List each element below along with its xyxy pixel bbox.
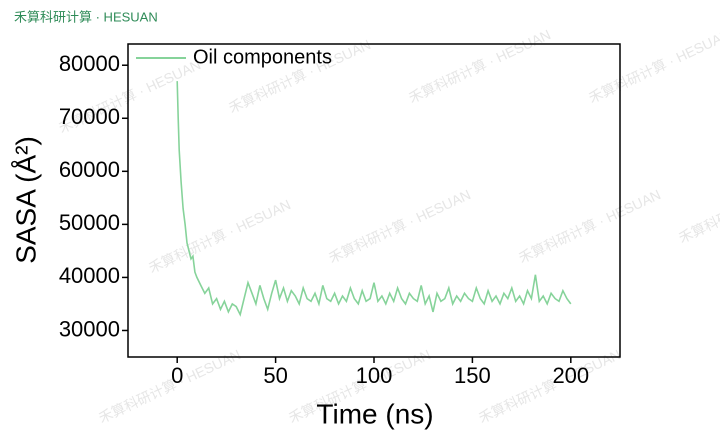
watermark: 禾算科研计算 · HESUAN: [96, 346, 243, 426]
brand: 禾算科研计算 · HESUAN: [14, 9, 158, 24]
y-tick-label: 30000: [59, 316, 120, 341]
x-tick-label: 50: [263, 363, 287, 388]
watermark: 禾算科研计算 · HESUAN: [516, 186, 663, 266]
watermark: 禾算科研计算 · HESUAN: [326, 186, 473, 266]
watermark: 禾算科研计算 · HESUAN: [476, 346, 623, 426]
legend-label: Oil components: [193, 46, 332, 68]
watermark: 禾算科研计算 · HESUAN: [406, 26, 553, 106]
x-tick-label: 150: [454, 363, 491, 388]
plot-frame: [127, 43, 621, 358]
y-tick-label: 60000: [59, 157, 120, 182]
y-tick-label: 80000: [59, 51, 120, 76]
data-line: [176, 81, 572, 317]
y-tick-label: 70000: [59, 104, 120, 129]
watermark: 禾算科研计算 · HESUAN: [586, 26, 720, 106]
y-tick-label: 50000: [59, 210, 120, 235]
x-tick-label: 200: [552, 363, 589, 388]
x-tick-label: 0: [171, 363, 183, 388]
x-tick-label: 100: [356, 363, 393, 388]
x-axis-label: Time (ns): [316, 398, 433, 429]
watermark: 禾算科研计算 · HESUAN: [146, 196, 293, 276]
watermark: 禾算科研计算 · HESUAN: [676, 166, 720, 246]
y-tick-label: 40000: [59, 263, 120, 288]
y-axis-label: SASA (Å²): [10, 136, 41, 264]
